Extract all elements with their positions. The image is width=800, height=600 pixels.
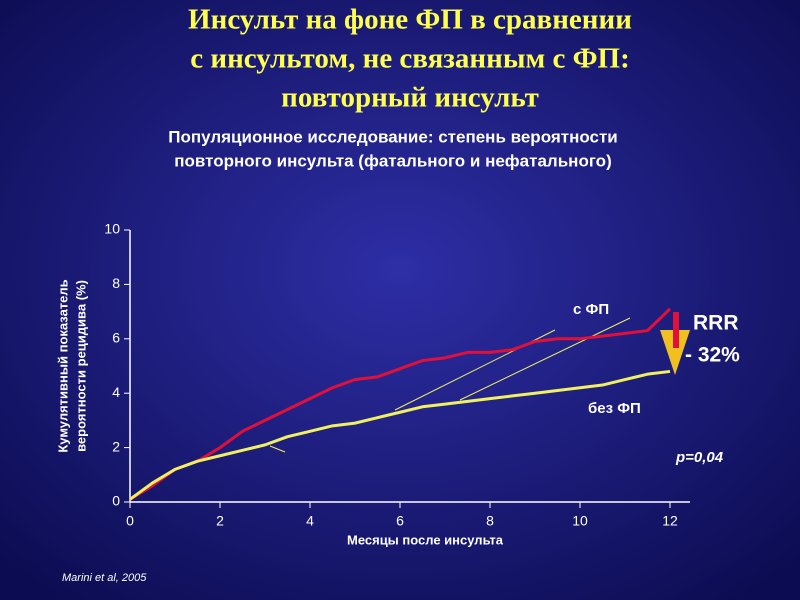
x-tick-label: 0 bbox=[126, 513, 134, 529]
x-tick-label: 6 bbox=[396, 513, 404, 529]
y-axis-label: Кумулятивный показатель bbox=[55, 279, 70, 452]
subtitle: Популяционное исследование: степень веро… bbox=[168, 127, 618, 146]
subtitle: повторного инсульта (фатального и нефата… bbox=[174, 151, 611, 170]
reduction-label: - 32% bbox=[685, 344, 740, 367]
y-axis-label: вероятности рецидива (%) bbox=[73, 280, 88, 452]
trend-line bbox=[459, 317, 631, 401]
x-tick-label: 4 bbox=[306, 513, 314, 529]
y-tick-label: 0 bbox=[112, 493, 120, 509]
series-line bbox=[129, 369, 671, 501]
trend-line bbox=[269, 445, 286, 453]
p-value: p=0,04 bbox=[675, 449, 724, 466]
y-tick-label: 8 bbox=[112, 275, 120, 291]
arrow-shaft bbox=[673, 312, 679, 348]
y-tick-label: 2 bbox=[112, 438, 120, 454]
series-label: с ФП bbox=[573, 301, 609, 318]
x-axis-label: Месяцы после инсульта bbox=[347, 532, 504, 547]
title: Инсульт на фоне ФП в сравнении bbox=[188, 4, 632, 36]
rrr-label: RRR bbox=[693, 312, 739, 335]
y-tick-label: 4 bbox=[112, 384, 120, 400]
title: с инсультом, не связанным с ФП: bbox=[190, 43, 630, 75]
x-tick-label: 12 bbox=[662, 513, 678, 529]
source: Marini et al, 2005 bbox=[62, 572, 147, 584]
title: повторный инсульт bbox=[281, 82, 539, 114]
x-tick-label: 8 bbox=[486, 513, 494, 529]
series-label: без ФП bbox=[588, 400, 641, 417]
x-tick-label: 2 bbox=[216, 513, 224, 529]
y-tick-label: 10 bbox=[104, 221, 120, 237]
arrow bbox=[660, 330, 690, 375]
x-tick-label: 10 bbox=[572, 513, 588, 529]
series-line bbox=[129, 307, 672, 501]
y-tick-label: 6 bbox=[112, 330, 120, 346]
